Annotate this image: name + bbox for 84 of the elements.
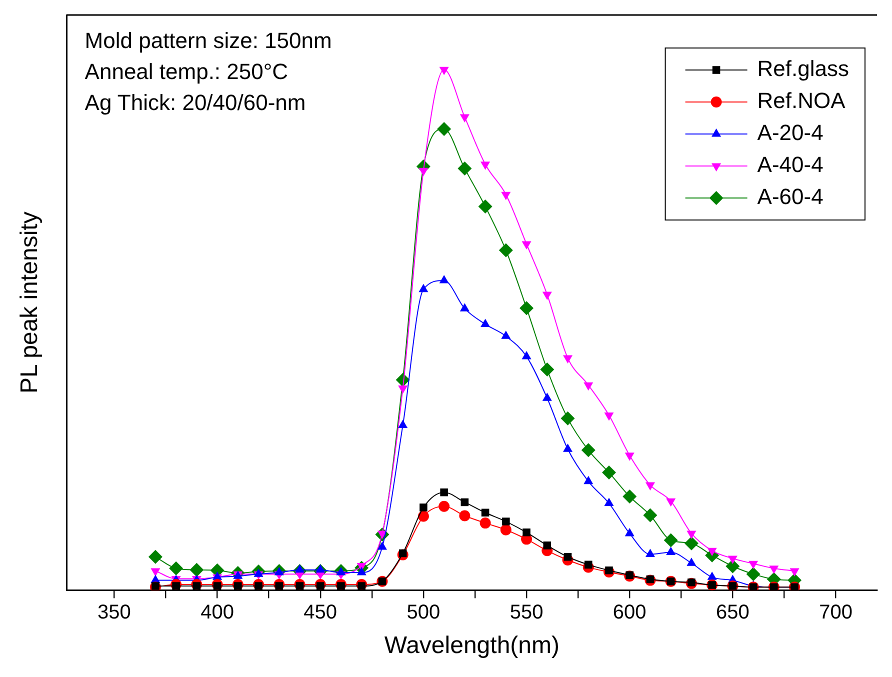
annotation: Anneal temp.: 250°C xyxy=(84,59,288,84)
point xyxy=(500,524,512,536)
point xyxy=(646,575,654,584)
point xyxy=(624,528,634,536)
annotation: Ag Thick: 20/40/60-nm xyxy=(84,90,306,116)
point xyxy=(296,582,304,590)
point xyxy=(624,452,634,461)
point xyxy=(213,582,222,590)
point xyxy=(439,66,449,76)
legend-label: A-20-4 xyxy=(757,120,824,146)
point xyxy=(169,561,184,576)
point xyxy=(254,582,262,590)
legend-label: A-40-4 xyxy=(757,152,824,178)
point xyxy=(645,548,655,558)
point xyxy=(440,488,448,496)
point xyxy=(148,550,162,564)
point xyxy=(584,382,594,391)
point xyxy=(622,490,637,504)
point xyxy=(377,541,387,550)
x-tick-label: 350 xyxy=(98,602,131,624)
x-tick-label: 400 xyxy=(200,602,234,624)
point xyxy=(316,582,324,590)
point xyxy=(664,533,678,548)
x-tick-label: 600 xyxy=(612,602,646,624)
x-tick-label: 450 xyxy=(304,602,338,624)
y-axis-title: PL peak intensity xyxy=(16,212,44,394)
point xyxy=(337,582,345,590)
point xyxy=(275,582,284,590)
point xyxy=(707,572,717,580)
point xyxy=(192,582,201,590)
point xyxy=(604,412,614,421)
point xyxy=(602,466,616,480)
point xyxy=(560,411,575,426)
point xyxy=(605,566,613,574)
point xyxy=(481,508,490,517)
legend-label: Ref.NOA xyxy=(757,88,846,114)
point xyxy=(542,292,552,300)
point xyxy=(498,243,513,258)
point xyxy=(398,549,407,558)
point xyxy=(190,562,204,577)
point xyxy=(520,301,534,316)
point xyxy=(460,498,469,506)
point xyxy=(543,542,552,550)
text: Mold pattern size: 150nm xyxy=(84,28,332,54)
point xyxy=(563,355,573,364)
point xyxy=(584,560,592,569)
point xyxy=(522,241,532,250)
x-tick-label: 700 xyxy=(819,602,852,624)
point xyxy=(458,162,472,176)
point xyxy=(643,508,658,522)
point xyxy=(420,504,428,512)
x-axis-title: Wavelength(nm) xyxy=(384,632,560,660)
point xyxy=(294,564,305,573)
point xyxy=(480,162,490,170)
x-tick-label: 550 xyxy=(510,602,544,624)
point xyxy=(478,200,492,214)
point xyxy=(540,362,554,376)
point xyxy=(398,385,408,394)
point xyxy=(502,518,510,526)
point xyxy=(418,168,428,176)
point xyxy=(480,518,491,529)
x-tick-label: 650 xyxy=(716,602,750,624)
point xyxy=(437,122,452,136)
point xyxy=(522,528,530,536)
x-tick-label: 500 xyxy=(406,602,440,624)
point xyxy=(645,482,655,491)
point xyxy=(438,500,450,512)
legend-label: A-60-4 xyxy=(757,184,824,210)
point xyxy=(686,558,696,566)
point xyxy=(604,498,614,506)
point xyxy=(563,444,573,452)
point xyxy=(666,546,676,555)
point xyxy=(684,536,698,550)
point xyxy=(459,510,470,522)
legend-label: Ref.glass xyxy=(757,56,850,82)
point xyxy=(584,476,594,484)
point xyxy=(564,552,572,561)
point xyxy=(726,559,740,574)
point xyxy=(501,192,511,200)
point xyxy=(581,443,596,458)
point xyxy=(746,567,760,582)
point xyxy=(686,530,696,539)
point xyxy=(666,498,676,507)
point xyxy=(460,114,470,123)
